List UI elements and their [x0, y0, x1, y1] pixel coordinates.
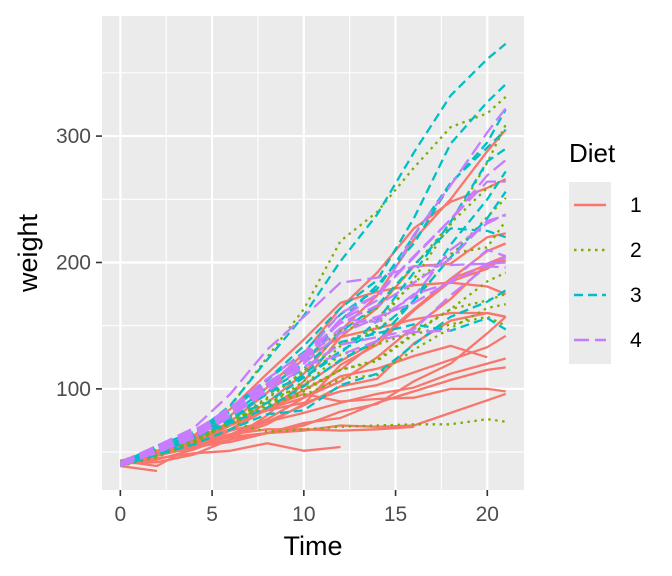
series-line-diet-3 [120, 289, 507, 465]
series-line-diet-4 [119, 214, 507, 466]
x-tick-label: 20 [476, 503, 499, 526]
series-line-diet-4 [119, 329, 451, 464]
series-line-diet-1 [120, 315, 507, 463]
grid-minor [102, 16, 524, 490]
x-tick-label: 15 [384, 503, 407, 526]
y-tick-label: 100 [56, 378, 91, 401]
series-line-diet-4 [119, 180, 506, 465]
legend-keys-background [569, 182, 611, 364]
x-axis: 0 5 10 15 20 [115, 490, 499, 526]
x-tick-label: 5 [206, 503, 218, 526]
legend-label: 4 [630, 329, 642, 352]
legend: Diet 1 2 3 4 [569, 138, 642, 364]
y-axis-title: weight [13, 213, 43, 293]
legend-label: 3 [630, 284, 642, 307]
legend-label: 1 [630, 194, 642, 217]
series-layer [119, 42, 507, 473]
legend-title: Diet [569, 138, 616, 168]
series-line-diet-1 [120, 464, 158, 473]
y-axis: 100 200 300 [56, 125, 102, 401]
series-line-diet-1 [120, 357, 507, 465]
series-line-diet-4 [119, 248, 507, 465]
x-tick-label: 0 [115, 503, 127, 526]
y-tick-label: 200 [56, 251, 91, 274]
legend-entries: 1 2 3 4 [574, 194, 642, 352]
x-axis-title: Time [284, 531, 343, 561]
legend-label: 2 [630, 239, 642, 262]
series-line-diet-2 [120, 315, 507, 464]
series-line-diet-1 [120, 366, 506, 465]
x-tick-label: 10 [292, 503, 315, 526]
series-line-diet-4 [119, 261, 506, 464]
series-line-diet-1 [120, 442, 341, 465]
y-tick-label: 300 [56, 125, 91, 148]
series-line-diet-2 [120, 220, 507, 468]
